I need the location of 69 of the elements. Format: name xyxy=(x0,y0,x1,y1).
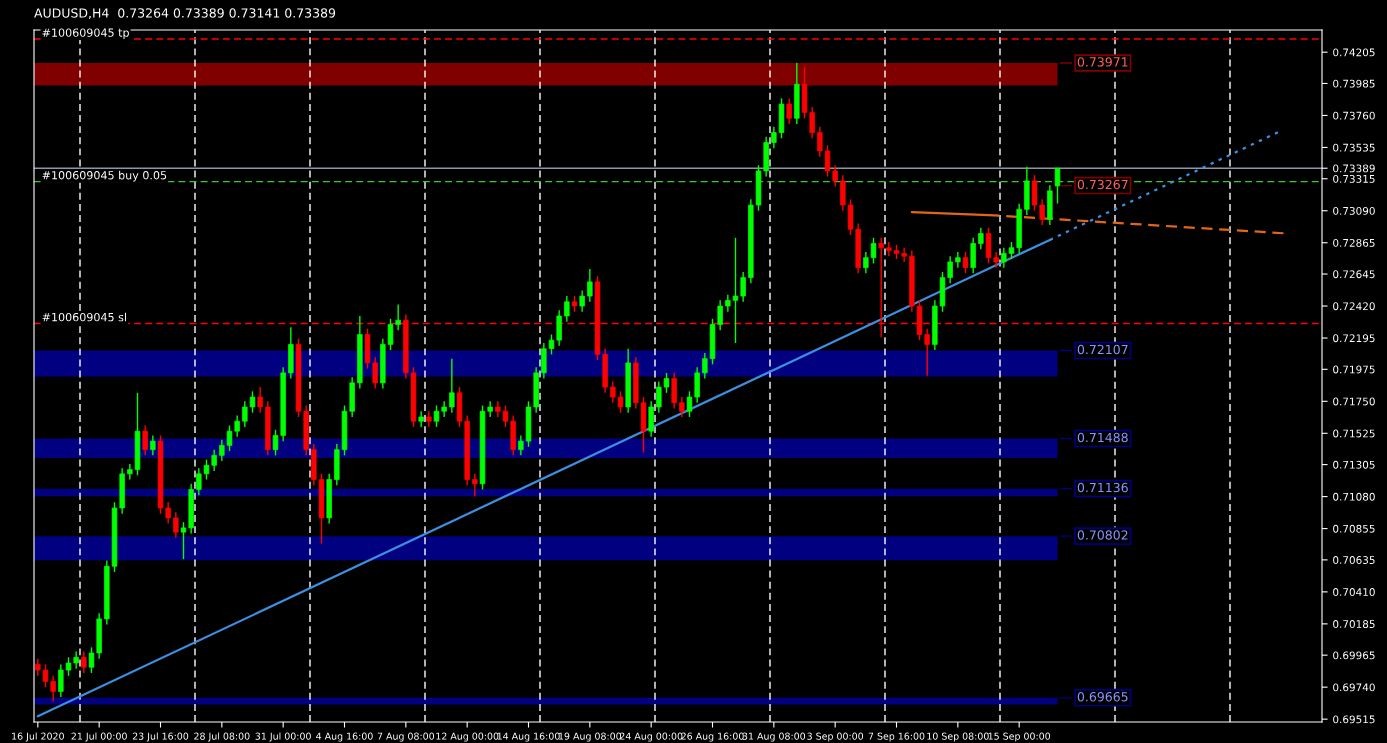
candlestick xyxy=(978,227,984,250)
candlestick xyxy=(142,424,148,457)
band-label: 0.72107 xyxy=(1077,344,1128,355)
x-tick-label: 4 Aug 16:00 xyxy=(316,732,373,742)
y-tick-label: 0.72195 xyxy=(1333,334,1375,343)
candlestick xyxy=(679,396,685,418)
x-tick-label: 15 Sep 00:00 xyxy=(988,732,1051,742)
y-tick-label: 0.69740 xyxy=(1333,683,1375,692)
candlestick xyxy=(173,511,179,539)
x-tick-label: 24 Aug 00:00 xyxy=(620,732,683,742)
candlestick xyxy=(962,251,969,275)
y-tick-label: 0.70635 xyxy=(1333,556,1375,564)
candlestick xyxy=(579,289,585,313)
candlestick xyxy=(257,386,263,414)
band-label: 0.71488 xyxy=(1077,432,1128,443)
y-tick-label: 0.73535 xyxy=(1333,143,1375,152)
y-tick-label: 0.69515 xyxy=(1333,715,1375,724)
x-tick-label: 21 Jul 00:00 xyxy=(71,732,127,742)
y-tick-label: 0.70410 xyxy=(1333,588,1375,596)
y-tick-label: 0.72865 xyxy=(1333,238,1375,247)
y-tick-label: 0.73389 xyxy=(1333,164,1375,173)
x-tick-label: 10 Sep 08:00 xyxy=(927,732,989,742)
y-tick-label: 0.72645 xyxy=(1333,270,1375,279)
band-label: 0.69665 xyxy=(1077,692,1128,702)
candlestick xyxy=(955,251,961,269)
y-tick-label: 0.71750 xyxy=(1333,397,1375,406)
y-tick-label: 0.73985 xyxy=(1333,79,1375,88)
x-tick-label: 23 Jul 16:00 xyxy=(132,732,189,742)
candlestick xyxy=(150,434,156,457)
y-tick-label: 0.69965 xyxy=(1333,651,1375,660)
y-tick-label: 0.73760 xyxy=(1333,111,1375,120)
ref-line-label: #100609045 sl xyxy=(42,312,126,322)
x-tick-label: 3 Sep 00:00 xyxy=(807,732,864,742)
y-tick-label: 0.73315 xyxy=(1333,174,1375,183)
candlestick xyxy=(472,473,478,498)
candlestick xyxy=(426,410,432,428)
candlestick xyxy=(449,357,455,414)
candlestick xyxy=(587,268,593,303)
y-tick-label: 0.73090 xyxy=(1333,206,1375,215)
y-tick-label: 0.72420 xyxy=(1333,302,1375,311)
x-tick-label: 12 Aug 00:00 xyxy=(436,732,499,742)
candlestick xyxy=(81,650,87,674)
candlestick xyxy=(418,410,424,428)
x-tick-label: 16 Jul 2020 xyxy=(12,732,64,742)
y-tick-label: 0.71975 xyxy=(1333,365,1375,374)
x-tick-label: 7 Aug 08:00 xyxy=(377,732,435,742)
annotation: 0.73267 xyxy=(1077,179,1128,190)
band-label: 0.71136 xyxy=(1077,482,1128,493)
y-tick-label: 0.70185 xyxy=(1333,620,1375,628)
x-tick-label: 14 Aug 16:00 xyxy=(497,732,560,742)
candlestick xyxy=(1054,167,1061,205)
y-tick-label: 0.71305 xyxy=(1333,460,1375,469)
ref-line-label: #100609045 tp xyxy=(42,28,129,39)
x-tick-label: 28 Jul 08:00 xyxy=(194,732,250,742)
x-tick-label: 19 Aug 08:00 xyxy=(559,732,622,742)
x-tick-label: 7 Sep 16:00 xyxy=(868,732,925,742)
candlestick xyxy=(786,97,792,125)
band-label: 0.73971 xyxy=(1077,57,1128,67)
y-tick-label: 0.70855 xyxy=(1333,524,1375,533)
y-tick-label: 0.74205 xyxy=(1333,48,1375,57)
x-tick-label: 26 Aug 16:00 xyxy=(681,732,744,742)
candlestick xyxy=(564,295,570,323)
ref-line-label: #100609045 buy 0.05 xyxy=(42,170,167,182)
y-tick-label: 0.71080 xyxy=(1333,492,1375,501)
x-tick-label: 31 Jul 00:00 xyxy=(255,732,311,742)
x-tick-label: 31 Aug 08:00 xyxy=(742,732,806,742)
chart-title: AUDUSD,H4 0.73264 0.73389 0.73141 0.73389 xyxy=(34,8,336,19)
y-tick-label: 0.71525 xyxy=(1333,429,1375,438)
band-label: 0.70802 xyxy=(1077,530,1128,540)
